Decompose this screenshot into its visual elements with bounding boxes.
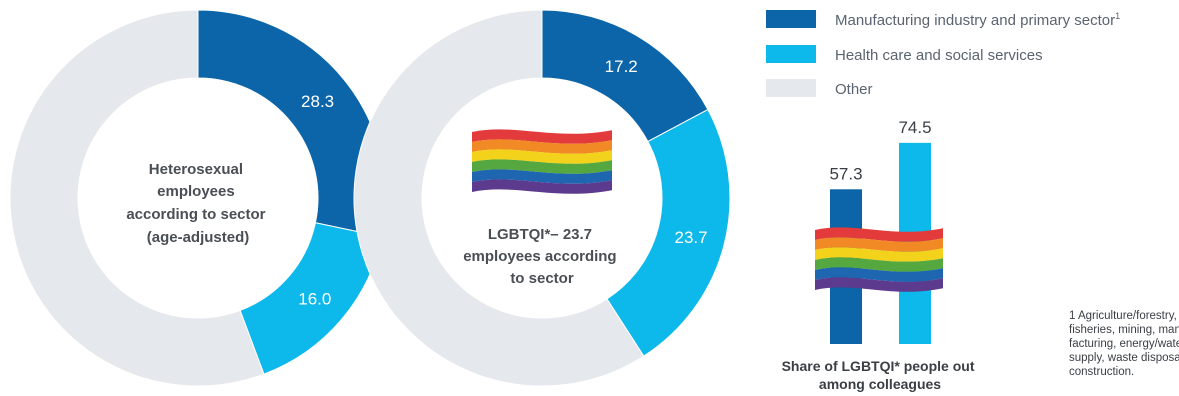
flag-stripe — [472, 179, 612, 194]
center-label-line: Heterosexual — [149, 161, 243, 178]
flag-stripe — [472, 129, 612, 144]
center-label-line: (age-adjusted) — [147, 229, 250, 246]
flag-stripe — [815, 267, 943, 282]
flag-stripe — [815, 227, 943, 242]
legend-label-other: Other — [835, 81, 873, 98]
donut-slice-health — [606, 108, 731, 357]
flag-stripe — [472, 149, 612, 164]
donut-slice-label: 28.3 — [301, 92, 334, 111]
donut-slice-label: 23.7 — [674, 228, 707, 247]
footnote-line: supply, waste disposal, — [1069, 352, 1179, 364]
legend: Manufacturing industry and primary secto… — [766, 10, 1120, 98]
bar-title-line: among colleagues — [819, 376, 941, 392]
footnote-line: 1 Agriculture/forestry, — [1069, 310, 1177, 322]
center-label-line: employees — [157, 183, 235, 200]
donut-slice-other — [9, 9, 265, 387]
rainbow-flag-icon — [472, 129, 612, 194]
bar-chart-title: Share of LGBTQI* people out among collea… — [782, 358, 979, 392]
bar-value-label: 74.5 — [898, 118, 931, 137]
center-label-line: according to sector — [126, 206, 265, 223]
flag-stripe — [815, 257, 943, 272]
donut-lgbtqi-center-label: LGBTQI*– 23.7 employees according to sec… — [463, 226, 621, 287]
footnote: 1 Agriculture/forestry, fisheries, minin… — [1069, 310, 1179, 378]
legend-swatch-manufacturing — [766, 10, 816, 28]
flag-stripe — [815, 237, 943, 252]
flag-stripe — [472, 169, 612, 184]
center-label-line: LGBTQI*– 23.7 — [488, 226, 592, 243]
flag-stripe — [472, 159, 612, 174]
flag-stripe — [472, 139, 612, 154]
bar-title-line: Share of LGBTQI* people out — [782, 358, 975, 374]
donut-chart-heterosexual: 28.3 16.0 — [9, 9, 387, 387]
legend-swatch-health — [766, 45, 816, 63]
bar-value-label: 57.3 — [829, 164, 862, 183]
footnote-line: fisheries, mining, manu- — [1069, 324, 1179, 336]
footnote-line: construction. — [1069, 366, 1134, 378]
legend-label-health: Health care and social services — [835, 47, 1043, 64]
legend-swatch-other — [766, 79, 816, 97]
donut-heterosexual-center-label: Heterosexual employees according to sect… — [126, 161, 269, 246]
flag-stripe — [815, 277, 943, 292]
footnote-line: facturing, energy/water — [1069, 338, 1179, 350]
rainbow-flag-icon — [815, 227, 943, 292]
donut-slice-other — [353, 9, 645, 387]
legend-label-manufacturing: Manufacturing industry and primary secto… — [835, 11, 1120, 29]
legend-footnote-marker: 1 — [1115, 11, 1120, 21]
donut-slice-label: 16.0 — [298, 289, 331, 308]
donut-chart-lgbtqi: 17.2 23.7 — [353, 9, 731, 387]
center-label-line: employees according — [463, 248, 616, 265]
donut-slice-label: 17.2 — [605, 57, 638, 76]
flag-stripe — [815, 247, 943, 262]
center-label-line: to sector — [510, 270, 574, 287]
